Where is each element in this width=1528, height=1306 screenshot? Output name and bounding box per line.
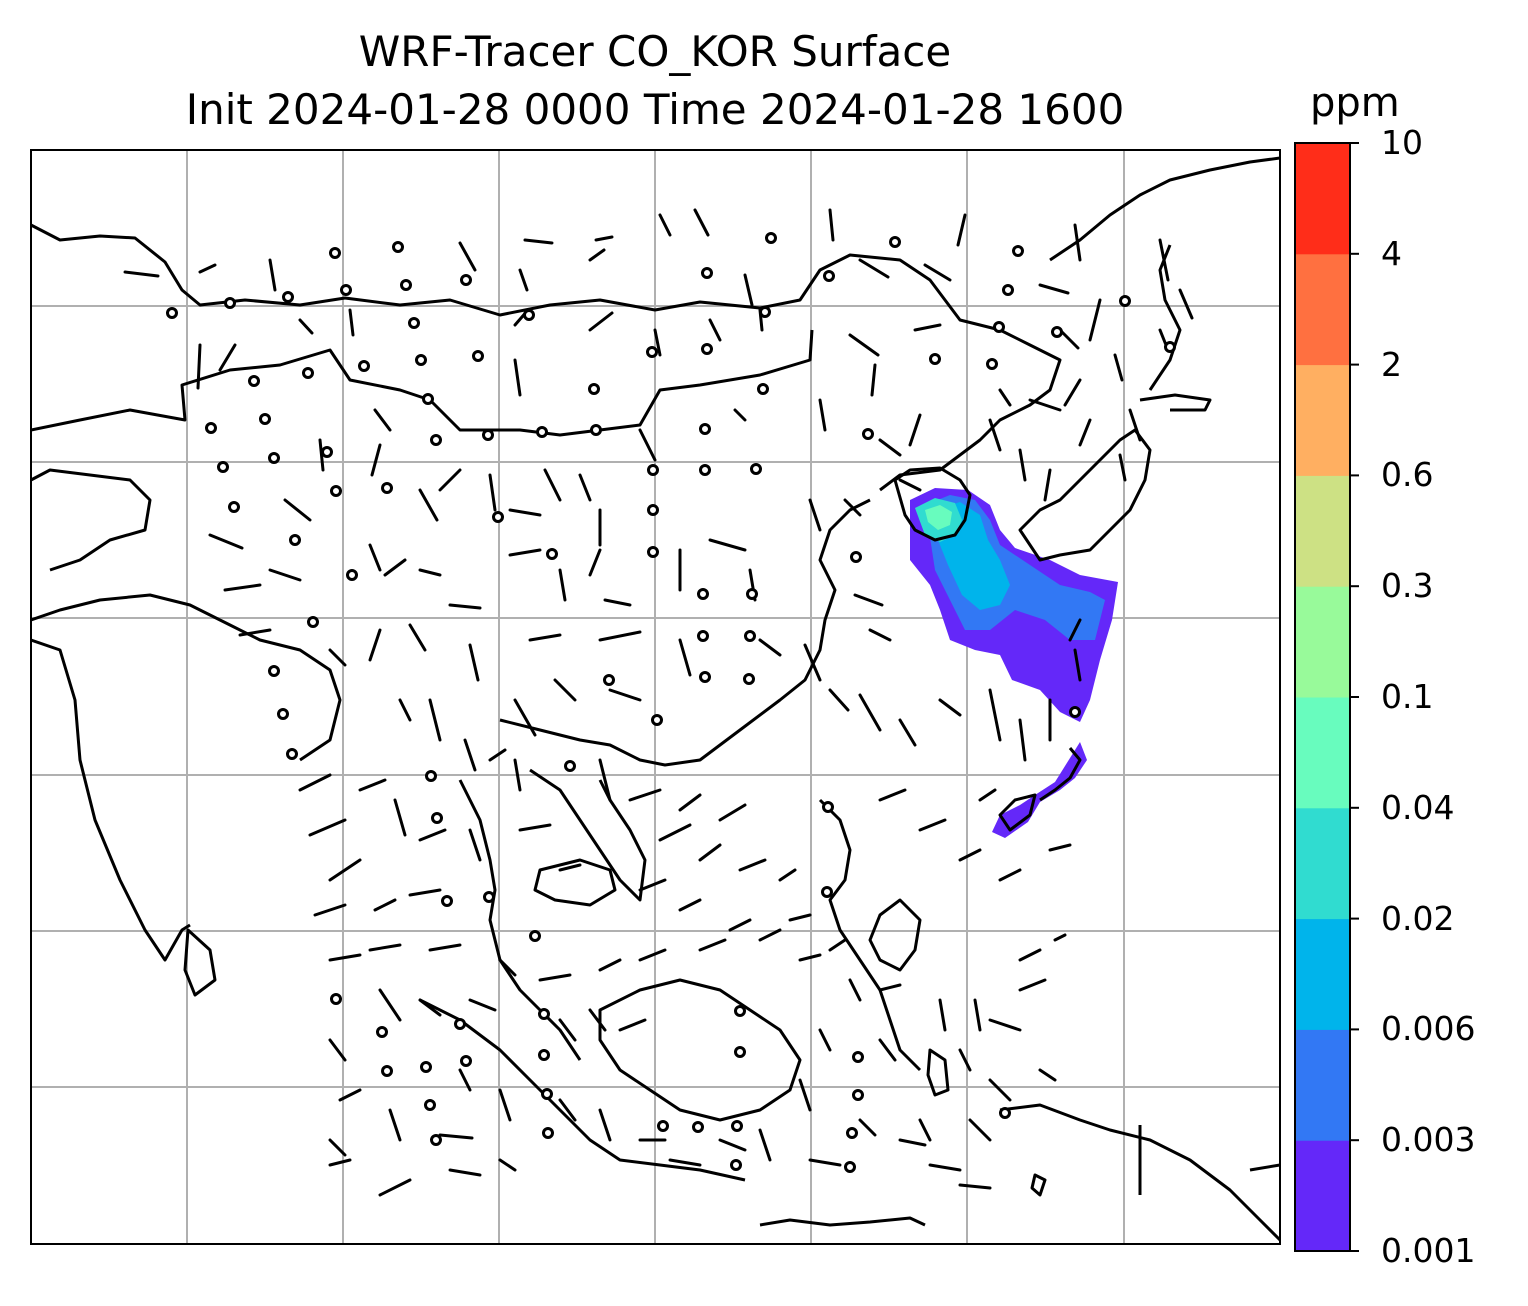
colorbar-segment [1295, 253, 1350, 366]
plume-level-5 [925, 505, 952, 530]
colorbar-tick-label: 0.02 [1381, 898, 1455, 938]
colorbar-segment [1295, 807, 1350, 920]
colorbar-tick-label: 0.003 [1381, 1120, 1476, 1160]
wind-barbs [123, 208, 1194, 1197]
colorbar [1294, 142, 1359, 1252]
colorbar-segment [1295, 586, 1350, 698]
colorbar-segment [1295, 364, 1350, 476]
colorbar-tick-label: 0.1 [1381, 677, 1434, 716]
colorbar-tick-label: 0.04 [1381, 787, 1455, 827]
colorbar-tick-label: 10 [1381, 123, 1423, 162]
colorbar-tick-label: 0.001 [1381, 1231, 1476, 1270]
coastlines [31, 156, 1280, 1242]
colorbar-segment [1295, 918, 1350, 1030]
colorbar-tick-label: 4 [1381, 233, 1402, 273]
colorbar-tick-label: 0.6 [1381, 455, 1434, 495]
colorbar-unit-label: ppm [1310, 80, 1400, 126]
colorbar-segment [1295, 1140, 1350, 1252]
title-line-2: Init 2024-01-28 0000 Time 2024-01-28 160… [185, 85, 1125, 134]
co-tracer-plume [910, 488, 1118, 838]
colorbar-tick-label: 2 [1381, 344, 1402, 384]
map-frame [30, 149, 1281, 1245]
colorbar-segment [1295, 475, 1350, 587]
colorbar-tick-label: 0.006 [1381, 1009, 1476, 1049]
colorbar-segment [1295, 143, 1350, 255]
title-line-1: WRF-Tracer CO_KOR Surface [358, 27, 952, 76]
colorbar-segment [1295, 697, 1350, 809]
plume-level-1b [992, 742, 1087, 838]
colorbar-segment [1295, 1029, 1350, 1141]
calm-wind-circles [166, 232, 1176, 1173]
colorbar-tick-label: 0.3 [1381, 566, 1434, 606]
gridlines [31, 150, 1280, 1244]
